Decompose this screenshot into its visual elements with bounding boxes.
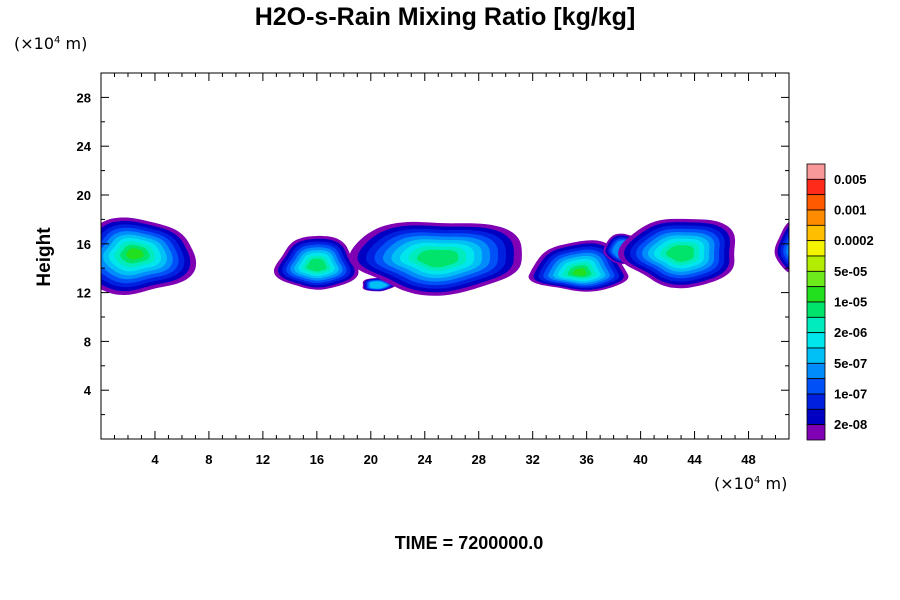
x-unit-suffix: m)	[760, 474, 787, 493]
legend-swatch	[806, 332, 826, 349]
x-tick-label: 48	[741, 452, 755, 467]
contour-band	[783, 235, 789, 263]
x-tick-label: 36	[579, 452, 593, 467]
y-tick-label: 12	[77, 286, 91, 301]
y-tick-label: 28	[77, 90, 91, 105]
rain-cell	[101, 217, 197, 296]
legend-label: 0.001	[834, 203, 867, 218]
contour-band	[306, 258, 327, 272]
legend-swatch	[806, 362, 826, 380]
legend-swatch	[806, 224, 826, 242]
x-tick-label: 24	[418, 452, 433, 467]
contour-band	[126, 248, 144, 260]
time-label: TIME = 7200000.0	[395, 533, 544, 553]
chart-title: H2O-s-Rain Mixing Ratio [kg/kg]	[255, 3, 636, 31]
x-tick-labels: 4 8 12 16 20 24 28 32 36 40 44 48	[151, 452, 755, 467]
legend-swatch	[806, 347, 826, 364]
x-unit-exponent: 4	[754, 475, 760, 486]
x-tick-label: 8	[205, 452, 212, 467]
y-tick-label: 16	[77, 237, 91, 252]
x-tick-label: 40	[633, 452, 647, 467]
legend-swatch	[806, 163, 826, 180]
y-tick-label: 24	[77, 139, 92, 154]
legend-swatch	[806, 178, 826, 196]
legend-label: 0.005	[834, 172, 867, 187]
legend-swatch	[806, 316, 826, 334]
contour-band	[666, 245, 695, 262]
y-tick-label: 8	[84, 334, 91, 349]
y-unit-exponent: 4	[54, 35, 60, 46]
rain-cell	[774, 221, 789, 273]
rain-cell	[349, 221, 522, 296]
x-unit-prefix: (×10	[714, 474, 754, 493]
legend-label: 5e-05	[834, 264, 867, 279]
y-tick-labels: 4 8 12 16 20 24 28	[77, 90, 92, 398]
legend-label: 0.0002	[834, 233, 874, 248]
rain-cell	[528, 240, 629, 292]
x-axis-unit: (×104 m)	[714, 474, 787, 493]
rain-cell	[618, 218, 736, 289]
plot-frame	[100, 72, 790, 440]
legend-swatch	[806, 194, 826, 211]
contour-field	[101, 217, 789, 296]
x-tick-label: 44	[687, 452, 702, 467]
legend-swatch	[806, 286, 826, 303]
legend-label: 5e-07	[834, 356, 867, 371]
axis-ticks	[100, 73, 790, 439]
rain-cell	[273, 235, 359, 290]
x-tick-label: 28	[471, 452, 485, 467]
legend-swatch	[806, 378, 826, 395]
contour-band	[369, 281, 387, 289]
x-tick-label: 32	[525, 452, 539, 467]
legend-label: 1e-05	[834, 295, 867, 310]
legend-swatch	[806, 255, 826, 272]
legend-swatch	[806, 209, 826, 226]
legend-label: 2e-08	[834, 417, 867, 432]
x-tick-label: 20	[364, 452, 378, 467]
legend-swatch	[806, 240, 826, 257]
legend-swatch	[806, 424, 826, 441]
legend-swatch	[806, 270, 826, 288]
contour-band	[416, 249, 459, 268]
y-tick-label: 4	[84, 383, 92, 398]
contour-band	[572, 268, 587, 276]
legend-swatch	[806, 301, 826, 318]
contour-band	[786, 242, 789, 258]
y-axis-unit: (×104 m)	[14, 34, 87, 53]
legend-swatch	[806, 408, 826, 426]
x-tick-label: 12	[256, 452, 270, 467]
x-tick-label: 16	[310, 452, 324, 467]
y-tick-label: 20	[77, 188, 91, 203]
y-unit-suffix: m)	[60, 34, 87, 53]
legend-label: 1e-07	[834, 387, 867, 402]
legend-label: 2e-06	[834, 325, 867, 340]
legend-swatch	[806, 393, 826, 410]
y-axis-label: Height	[34, 227, 55, 287]
y-unit-prefix: (×10	[14, 34, 54, 53]
x-tick-label: 4	[151, 452, 159, 467]
color-legend: 0.005 0.001 0.0002 5e-05 1e-05 2e-06 5e-07 1e-0…	[806, 163, 874, 441]
